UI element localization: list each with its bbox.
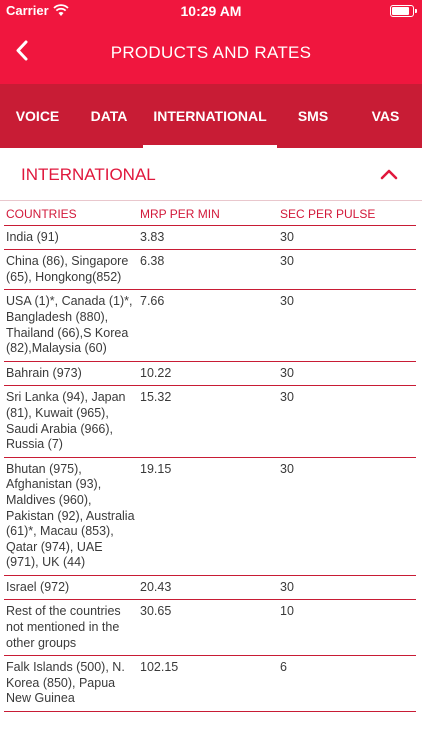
status-bar: Carrier 10:29 AM <box>0 0 422 22</box>
pulse-cell: 30 <box>280 365 294 380</box>
country-cell: Bhutan (975), Afghanistan (93), Maldives… <box>6 461 135 570</box>
table-body: India (91) 3.83 30 China (86), Singapore (6… <box>4 226 416 713</box>
section-title: INTERNATIONAL <box>21 165 156 184</box>
country-cell: Israel (972) <box>6 579 70 594</box>
country-cell: USA (1)*, Canada (1)*, Bangladesh (880),… <box>6 294 133 356</box>
tab-international[interactable]: INTERNATIONAL <box>143 84 277 148</box>
country-cell: Rest of the countries not mentioned in t… <box>6 604 121 650</box>
pulse-cell: 30 <box>280 294 294 309</box>
pulse-cell: 30 <box>280 390 294 405</box>
pulse-cell: 30 <box>280 579 294 594</box>
pulse-cell: 30 <box>280 461 294 476</box>
tab-voice[interactable]: VOICE <box>15 108 60 124</box>
tab-bar: VOICE DATA INTERNATIONAL SMS VAS <box>0 84 422 148</box>
mrp-cell: 7.66 <box>140 294 165 309</box>
carrier-label: Carrier <box>6 3 49 18</box>
tab-data[interactable]: DATA <box>90 108 128 124</box>
clock-time: 10:29 AM <box>180 3 242 19</box>
table-row: USA (1)*, Canada (1)*, Bangladesh (880),… <box>4 290 416 362</box>
mrp-cell: 20.43 <box>140 579 172 594</box>
table-row: Bahrain (973) 10.22 30 <box>4 362 416 387</box>
country-cell: India (91) <box>6 229 59 244</box>
country-cell: Bahrain (973) <box>6 365 82 380</box>
table-row: India (91) 3.83 30 <box>4 226 416 251</box>
table-row: China (86), Singapore (65), Hongkong(852… <box>4 250 416 291</box>
wifi-icon <box>53 4 69 16</box>
mrp-cell: 3.83 <box>140 229 165 244</box>
mrp-cell: 6.38 <box>140 254 165 269</box>
international-section-header[interactable]: INTERNATIONAL <box>0 149 422 201</box>
mrp-cell: 10.22 <box>140 365 172 380</box>
page-title: PRODUCTS AND RATES <box>110 43 312 62</box>
mrp-cell: 19.15 <box>140 461 172 476</box>
header-sec-per-pulse: SEC PER PULSE <box>280 207 376 221</box>
back-button[interactable] <box>8 36 38 66</box>
tab-sms[interactable]: SMS <box>297 108 329 124</box>
tab-vas[interactable]: VAS <box>371 108 400 124</box>
table-row: Israel (972) 20.43 30 <box>4 576 416 601</box>
pulse-cell: 30 <box>280 254 294 269</box>
pulse-cell: 30 <box>280 229 294 244</box>
table-row: Sri Lanka (94), Japan (81), Kuwait (965)… <box>4 386 416 458</box>
chevron-up-icon[interactable] <box>380 167 398 181</box>
rates-table: COUNTRIES MRP PER MIN SEC PER PULSE Indi… <box>4 201 416 713</box>
country-cell: Falk Islands (500), N. Korea (850), Papu… <box>6 660 125 706</box>
mrp-cell: 102.15 <box>140 660 179 675</box>
nav-bar: PRODUCTS AND RATES <box>0 22 422 84</box>
header-countries: COUNTRIES <box>6 207 77 221</box>
table-row: Bhutan (975), Afghanistan (93), Maldives… <box>4 458 416 576</box>
mrp-cell: 30.65 <box>140 604 172 619</box>
country-cell: China (86), Singapore (65), Hongkong(852… <box>6 254 129 284</box>
mrp-cell: 15.32 <box>140 390 172 405</box>
table-row: Rest of the countries not mentioned in t… <box>4 600 416 657</box>
battery-icon <box>390 5 417 17</box>
chevron-left-icon <box>16 40 28 61</box>
header-mrp-per-min: MRP PER MIN <box>140 207 220 221</box>
table-header-row: COUNTRIES MRP PER MIN SEC PER PULSE <box>4 201 416 226</box>
table-row: Falk Islands (500), N. Korea (850), Papu… <box>4 656 416 713</box>
pulse-cell: 6 <box>280 660 287 675</box>
country-cell: Sri Lanka (94), Japan (81), Kuwait (965)… <box>6 390 126 452</box>
pulse-cell: 10 <box>280 604 294 619</box>
